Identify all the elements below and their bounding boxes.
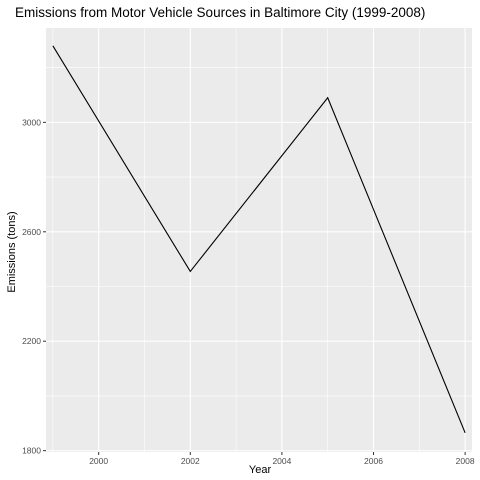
major-gridlines [46,28,472,452]
x-tick-label: 2002 [181,456,200,466]
x-tick-label: 2000 [89,456,108,466]
x-axis: 2000 2002 2004 2006 2008 [89,452,475,466]
x-tick-label: 2004 [272,456,291,466]
emissions-series-line [52,45,466,434]
x-tick-label: 2008 [456,456,475,466]
y-tick-label: 3000 [22,117,41,127]
y-tick-label: 2200 [22,336,41,346]
chart-title: Emissions from Motor Vehicle Sources in … [15,5,425,20]
plot-panel [46,28,472,452]
y-tick-label: 2600 [22,227,41,237]
series-layer [52,45,466,434]
y-tick-label: 1800 [22,446,41,456]
y-axis: 1800 2200 2600 3000 [22,117,46,456]
x-tick-label: 2006 [364,456,383,466]
y-axis-title: Emissions (tons) [6,211,18,292]
x-axis-title: Year [249,464,272,476]
